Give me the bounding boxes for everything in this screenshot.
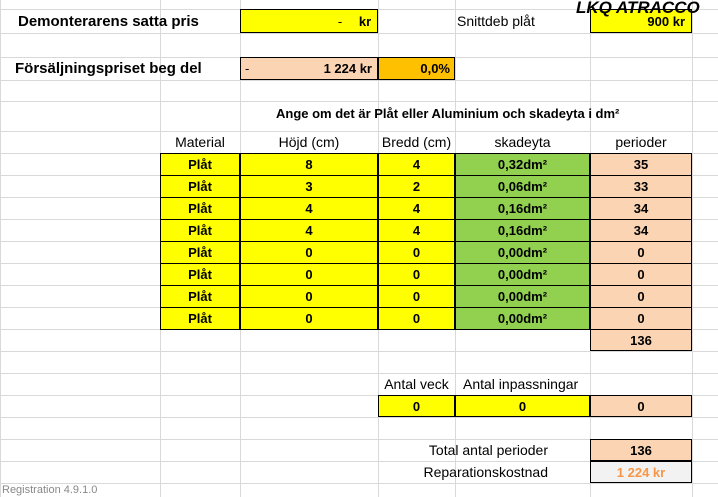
column-header: skadeyta <box>494 134 551 150</box>
table-cell: Plåt <box>160 307 240 330</box>
grid-row <box>0 80 718 81</box>
grid-row <box>0 33 718 34</box>
table-cell: 4 <box>378 197 455 220</box>
table-cell: 0 <box>590 241 692 264</box>
label: Total antal perioder <box>428 442 548 458</box>
column-header: Material <box>175 134 225 150</box>
table-cell: 4 <box>378 153 455 176</box>
table-cell: 0,00dm² <box>455 263 590 286</box>
grid-row <box>0 461 718 462</box>
label: Reparationskostnad <box>423 464 548 480</box>
grid-row <box>0 417 718 418</box>
table-cell: 0,00dm² <box>455 285 590 308</box>
table-cell: Plåt <box>160 263 240 286</box>
table-cell: 0 <box>378 307 455 330</box>
unit: kr <box>358 13 372 29</box>
label: Snittdeb plåt <box>457 13 535 29</box>
grid-row <box>0 439 718 440</box>
table-cell: Plåt <box>160 285 240 308</box>
column-header: Höjd (cm) <box>278 134 340 150</box>
table-cell: 0 <box>590 285 692 308</box>
instruction: Ange om det är Plåt eller Aluminium och … <box>276 105 620 121</box>
table-cell: 2 <box>378 175 455 198</box>
table-cell: Plåt <box>160 175 240 198</box>
table-cell: 0,00dm² <box>455 241 590 264</box>
column-header: perioder <box>615 134 667 150</box>
footer: Registration 4.9.1.0 <box>2 484 98 496</box>
table-cell: 0 <box>378 285 455 308</box>
table-cell: 0 <box>590 263 692 286</box>
value: 1 224 kr <box>590 461 692 483</box>
label: Försäljningspriset beg del <box>15 60 202 77</box>
grid-row <box>0 131 718 132</box>
grid-col <box>0 0 1 497</box>
table-cell: 4 <box>240 197 378 220</box>
table-cell: 35 <box>590 153 692 176</box>
grid-row <box>0 373 718 374</box>
table-cell: 0 <box>378 263 455 286</box>
label: Demonterarens satta pris <box>18 12 199 30</box>
input-box <box>240 9 378 33</box>
value: 0 <box>590 395 692 417</box>
value: - <box>337 13 343 29</box>
column-header: Antal inpassningar <box>463 376 579 392</box>
value: 0 <box>378 395 455 417</box>
table-cell: 4 <box>378 219 455 242</box>
table-cell: 3 <box>240 175 378 198</box>
table-cell: 0,16dm² <box>455 197 590 220</box>
column-header: Antal veck <box>384 376 449 392</box>
value: 136 <box>590 439 692 461</box>
value: 1 224 kr <box>323 61 372 76</box>
table-cell: Plåt <box>160 219 240 242</box>
value: 0,0% <box>378 57 455 80</box>
table-cell: 8 <box>240 153 378 176</box>
table-cell: 0 <box>240 263 378 286</box>
table-cell: 0 <box>240 307 378 330</box>
grid-row <box>0 395 718 396</box>
column-header: Bredd (cm) <box>381 134 452 150</box>
table-cell: 0 <box>240 241 378 264</box>
table-cell: 34 <box>590 219 692 242</box>
grid-row <box>0 483 718 484</box>
table-cell: 0,06dm² <box>455 175 590 198</box>
table-cell: 0,16dm² <box>455 219 590 242</box>
value: 900 kr <box>590 9 692 33</box>
table-cell: 0,00dm² <box>455 307 590 330</box>
table-cell: Plåt <box>160 241 240 264</box>
grid-row <box>0 351 718 352</box>
table-cell: Plåt <box>160 153 240 176</box>
value: 0 <box>455 395 590 417</box>
grid-col <box>692 0 693 497</box>
table-cell: 34 <box>590 197 692 220</box>
table-cell: 0,32dm² <box>455 153 590 176</box>
grid-row <box>0 101 718 102</box>
table-cell: 33 <box>590 175 692 198</box>
table-cell: Plåt <box>160 197 240 220</box>
logo: LKQ ATRACCO <box>576 0 700 17</box>
value: - <box>245 61 250 76</box>
table-cell: 0 <box>590 307 692 330</box>
value-box <box>240 57 378 80</box>
table-cell: 0 <box>240 285 378 308</box>
table-cell: 4 <box>240 219 378 242</box>
table-cell: 0 <box>378 241 455 264</box>
sum: 136 <box>590 329 692 351</box>
